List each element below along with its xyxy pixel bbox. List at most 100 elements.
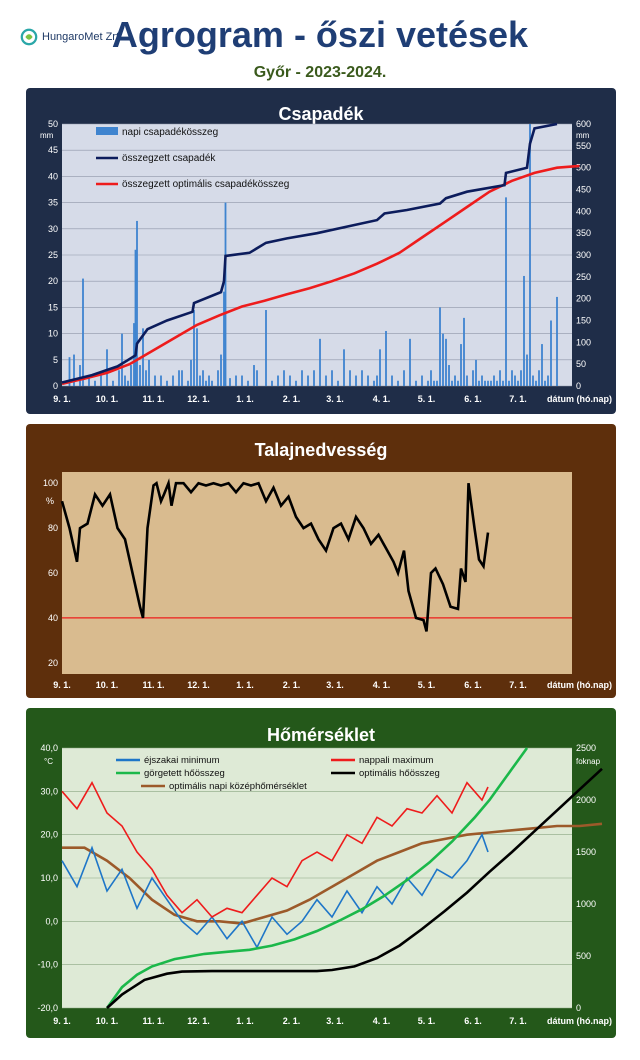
y2-tick-label: 600 — [576, 119, 591, 129]
precip-bar — [277, 375, 279, 386]
precip-bar — [130, 365, 132, 386]
legend-label: optimális hőösszeg — [359, 768, 440, 779]
y-axis-unit: mm — [40, 131, 54, 140]
precip-bar — [520, 370, 522, 386]
precip-bar — [220, 354, 222, 386]
x-tick-label: 2. 1. — [283, 394, 301, 404]
soil-panel: Talajnedvesség 20 40 60 80 100% 9. 1. 10. 1. 11… — [26, 424, 616, 698]
precip-bar — [187, 380, 189, 386]
y-axis-unit: °C — [44, 757, 53, 766]
precip-bar — [208, 375, 210, 386]
precip-bar — [211, 380, 213, 386]
page-title: Agrogram - őszi vetések — [111, 14, 529, 55]
optimal-heat-sum-line — [106, 767, 603, 1009]
precip-bar — [224, 202, 227, 386]
x-tick-label: 10. 1. — [96, 680, 119, 690]
x-axis-label: dátum (hó.nap) — [547, 680, 612, 690]
precip-bar — [478, 380, 480, 386]
y-tick-label: 80 — [48, 523, 58, 533]
y-tick-label: 100 — [43, 478, 58, 488]
precip-bar — [415, 380, 417, 386]
precip-bar — [193, 310, 195, 386]
precip-chart-title: Csapadék — [278, 104, 364, 124]
precip-bar — [127, 380, 129, 386]
x-tick-label: 4. 1. — [373, 1016, 391, 1026]
precip-bar — [68, 357, 71, 386]
x-tick-label: 9. 1. — [53, 1016, 71, 1026]
optimal-mean-temp-line — [62, 822, 603, 925]
legend-label: összegzett optimális csapadékösszeg — [122, 179, 289, 190]
precip-bar — [541, 344, 543, 386]
precip-bar — [487, 380, 489, 386]
x-tick-label: 7. 1. — [509, 394, 527, 404]
precip-bar — [172, 375, 174, 386]
precip-bar — [493, 375, 495, 386]
precip-bar — [505, 197, 507, 386]
y2-tick-label: 300 — [576, 250, 591, 260]
precip-bar — [343, 349, 345, 386]
x-tick-label: 9. 1. — [53, 394, 71, 404]
precip-bar — [256, 370, 258, 386]
precip-bar — [253, 365, 255, 386]
precip-bar — [421, 375, 423, 386]
y-tick-label: 30,0 — [40, 786, 58, 796]
precip-bar — [112, 380, 114, 386]
y-tick-label: 20,0 — [40, 830, 58, 840]
x-tick-label: 3. 1. — [326, 1016, 344, 1026]
y2-tick-label: 0 — [576, 1003, 581, 1013]
x-axis-label: dátum (hó.nap) — [547, 394, 612, 404]
precip-bar — [472, 370, 474, 386]
precip-bar — [133, 323, 135, 386]
y2-tick-label: 350 — [576, 228, 591, 238]
y2-tick-label: 0 — [576, 381, 581, 391]
precip-bar — [466, 375, 468, 386]
y2-tick-label: 50 — [576, 359, 586, 369]
precip-bar — [134, 249, 137, 386]
x-tick-label: 4. 1. — [373, 394, 391, 404]
precip-bar — [556, 296, 558, 386]
precip-bar — [535, 380, 537, 386]
y-tick-label: 35 — [48, 198, 58, 208]
x-tick-label: 2. 1. — [283, 680, 301, 690]
legend-label: nappali maximum — [359, 755, 434, 766]
y-tick-label: 20 — [48, 276, 58, 286]
precip-bar — [523, 275, 525, 386]
precip-bar — [79, 365, 81, 386]
y-tick-label: 0,0 — [45, 916, 58, 926]
y-tick-label: -20,0 — [37, 1003, 58, 1013]
precip-bar — [463, 317, 465, 386]
precip-bar — [121, 333, 123, 386]
x-tick-label: 6. 1. — [464, 394, 482, 404]
precip-bar — [439, 307, 441, 386]
x-tick-label: 9. 1. — [53, 680, 71, 690]
precip-bar — [202, 370, 204, 386]
legend-swatch — [96, 127, 118, 135]
precip-bar — [373, 380, 375, 386]
y-tick-label: 25 — [48, 250, 58, 260]
soil-chart: Talajnedvesség 20 40 60 80 100% 9. 1. 10. 1. 11… — [43, 440, 612, 690]
precip-bar — [100, 375, 102, 386]
precip-bar — [199, 375, 201, 386]
precip-bar — [295, 380, 297, 386]
precip-bar — [124, 375, 126, 386]
y-tick-label: 40 — [48, 613, 58, 623]
y-tick-label: 0 — [53, 381, 58, 391]
y-tick-label: 50 — [48, 119, 58, 129]
x-tick-label: 12. 1. — [187, 680, 210, 690]
x-tick-label: 10. 1. — [96, 394, 119, 404]
precip-bar — [397, 380, 399, 386]
precip-bar — [148, 359, 150, 386]
day-max-line — [61, 781, 489, 919]
y2-tick-label: 450 — [576, 185, 591, 195]
precip-bar — [433, 380, 435, 386]
precip-bar — [538, 370, 540, 386]
precip-bar — [427, 380, 429, 386]
x-tick-label: 7. 1. — [509, 680, 527, 690]
x-tick-label: 5. 1. — [418, 680, 436, 690]
y2-tick-label: 2500 — [576, 743, 596, 753]
precip-bar — [145, 370, 147, 386]
y-tick-label: 45 — [48, 145, 58, 155]
hungaromet-logo: HungaroMet Zrt. — [20, 28, 122, 46]
x-tick-label: 6. 1. — [464, 680, 482, 690]
precip-bar — [544, 380, 546, 386]
